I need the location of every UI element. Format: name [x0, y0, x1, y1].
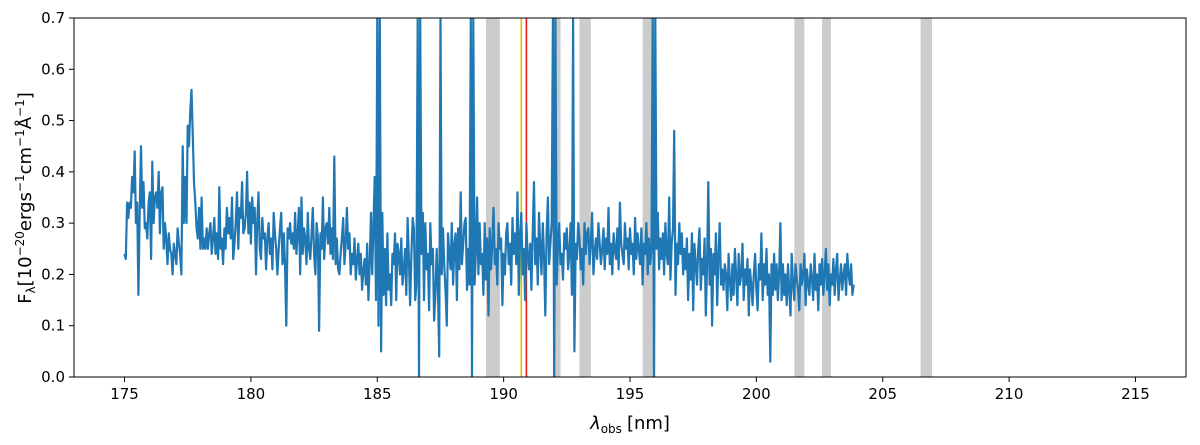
y-label-f: F [15, 293, 36, 303]
y-label-angstrom: Å [14, 116, 36, 129]
masked-band-0 [485, 18, 500, 377]
y-tick-label-0.0: 0.0 [41, 368, 65, 386]
x-tick-label-190: 190 [489, 385, 518, 403]
x-axis-label-subscript: obs [601, 422, 622, 436]
x-axis-label-symbol: λ [589, 413, 601, 434]
x-tick-label-185: 185 [363, 385, 392, 403]
y-label-bracket-close: ] [15, 92, 36, 99]
masked-band-4 [794, 18, 805, 377]
x-tick-label-200: 200 [742, 385, 771, 403]
y-label-ergs: ergs [15, 192, 36, 231]
y-axis-label: Fλ[10−20ergs−1cm−1Å−1] [13, 92, 38, 304]
y-label-bracket-open: [10 [15, 256, 36, 286]
spectrum-line [123, 18, 855, 377]
vertical-markers [520, 18, 528, 377]
y-label-lambda-sub: λ [24, 286, 38, 293]
y-tick-label-0.5: 0.5 [41, 112, 65, 130]
x-tick-label-215: 215 [1121, 385, 1150, 403]
x-tick-label-175: 175 [110, 385, 139, 403]
x-tick-label-195: 195 [616, 385, 645, 403]
y-label-exp-ergs: −1 [13, 174, 27, 192]
y-label-cm: cm [15, 147, 36, 174]
masked-band-6 [920, 18, 933, 377]
x-tick-label-210: 210 [995, 385, 1024, 403]
y-label-exp-angstrom: −1 [13, 99, 27, 117]
x-axis-ticks: 175 180 185 190 195 200 205 210 215 [110, 377, 1150, 403]
x-axis-label-unit: [nm] [627, 413, 670, 434]
masked-band-2 [579, 18, 591, 377]
y-tick-label-0.1: 0.1 [41, 317, 65, 335]
y-tick-label-0.3: 0.3 [41, 214, 65, 232]
masked-band-5 [822, 18, 831, 377]
y-label-exp-cm: −1 [13, 129, 27, 147]
y-tick-label-0.7: 0.7 [41, 9, 65, 27]
y-tick-label-0.6: 0.6 [41, 60, 65, 78]
x-tick-label-180: 180 [237, 385, 266, 403]
y-label-exp-20: −20 [13, 231, 27, 256]
y-axis-ticks: 0.0 0.1 0.2 0.3 0.4 0.5 0.6 0.7 [41, 9, 74, 386]
y-tick-label-0.2: 0.2 [41, 265, 65, 283]
y-tick-label-0.4: 0.4 [41, 163, 65, 181]
x-tick-label-205: 205 [868, 385, 897, 403]
x-axis-label: λobs [nm] [589, 413, 670, 436]
